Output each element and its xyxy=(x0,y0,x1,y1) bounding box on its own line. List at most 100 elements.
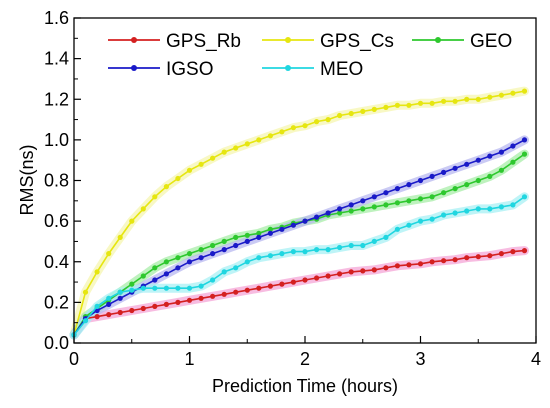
data-point-geo xyxy=(521,151,528,157)
data-point-geo xyxy=(140,273,146,279)
data-point-igso xyxy=(487,153,493,159)
x-tick-label: 3 xyxy=(415,349,425,369)
data-point-geo xyxy=(163,259,169,265)
y-tick-label: 0.8 xyxy=(44,171,69,191)
data-point-igso xyxy=(521,137,528,143)
data-point-meo xyxy=(360,242,366,249)
x-tick-label: 4 xyxy=(531,349,541,369)
y-tick-label: 0.0 xyxy=(44,333,69,353)
data-point-meo xyxy=(94,303,100,309)
data-point-gps-rb xyxy=(267,283,273,289)
data-point-gps-cs xyxy=(233,145,239,151)
data-point-meo xyxy=(140,285,146,291)
data-point-gps-cs xyxy=(198,161,204,167)
data-point-igso xyxy=(290,222,296,228)
data-point-geo xyxy=(221,238,227,244)
data-point-igso xyxy=(221,247,227,253)
data-point-gps-rb xyxy=(452,257,458,263)
data-point-meo xyxy=(406,222,412,228)
data-point-gps-rb xyxy=(371,267,377,273)
data-point-gps-cs xyxy=(371,106,377,112)
data-point-gps-rb xyxy=(337,271,343,277)
data-point-geo xyxy=(337,210,343,216)
data-point-igso xyxy=(371,194,377,200)
data-point-gps-rb xyxy=(417,261,424,267)
data-point-gps-rb xyxy=(152,303,158,309)
data-point-gps-cs xyxy=(279,129,285,135)
data-point-geo xyxy=(152,265,158,271)
data-point-geo xyxy=(406,198,412,204)
legend-label: GPS_Rb xyxy=(166,31,241,52)
data-point-gps-rb xyxy=(140,305,146,312)
data-point-gps-cs xyxy=(348,110,354,117)
data-point-igso xyxy=(279,226,285,232)
y-axis-label: RMS(ns) xyxy=(17,145,37,216)
data-point-igso xyxy=(106,301,112,307)
data-point-gps-cs xyxy=(117,234,123,240)
series-line-gps-cs xyxy=(73,90,525,336)
data-point-igso xyxy=(348,202,354,208)
data-point-meo xyxy=(441,212,447,218)
data-point-gps-cs xyxy=(337,112,343,119)
data-point-igso xyxy=(267,230,273,236)
legend-label: IGSO xyxy=(166,59,214,80)
data-point-gps-cs xyxy=(325,117,331,123)
data-point-gps-cs xyxy=(521,88,528,94)
data-point-meo xyxy=(279,251,285,257)
data-point-meo xyxy=(498,204,504,210)
data-point-igso xyxy=(498,149,504,155)
data-point-gps-rb xyxy=(256,285,262,291)
data-point-geo xyxy=(452,186,458,192)
data-point-gps-rb xyxy=(510,249,516,255)
data-point-geo xyxy=(394,200,400,206)
legend-item-igso: IGSO xyxy=(108,59,214,80)
data-point-gps-rb xyxy=(221,291,227,297)
y-tick-label: 1.2 xyxy=(44,89,69,109)
legend-item-meo: MEO xyxy=(262,59,363,80)
data-point-meo xyxy=(475,206,481,212)
data-point-gps-rb xyxy=(94,314,100,320)
series-meo xyxy=(71,194,528,338)
data-point-gps-rb xyxy=(325,273,331,279)
data-point-igso xyxy=(163,271,169,277)
data-point-gps-cs xyxy=(290,125,296,131)
data-point-gps-cs xyxy=(314,119,320,125)
data-point-geo xyxy=(267,226,273,232)
data-point-igso xyxy=(117,295,123,301)
data-point-meo xyxy=(314,247,320,253)
data-point-geo xyxy=(487,173,493,179)
data-point-meo xyxy=(210,277,216,283)
y-tick-label: 0.4 xyxy=(44,252,69,272)
data-point-geo xyxy=(175,255,181,261)
data-point-igso xyxy=(337,206,343,212)
data-point-gps-cs xyxy=(175,175,181,182)
data-point-meo xyxy=(233,265,239,271)
data-point-gps-cs xyxy=(452,98,458,104)
y-tick-label: 1.0 xyxy=(44,130,69,150)
data-point-gps-cs xyxy=(140,206,146,212)
legend-swatch-marker xyxy=(131,37,137,43)
legend-label: MEO xyxy=(320,59,363,80)
data-point-geo xyxy=(464,182,470,188)
data-point-gps-cs xyxy=(487,94,493,100)
data-point-meo xyxy=(256,255,262,261)
data-point-igso xyxy=(429,173,435,179)
legend-label: GEO xyxy=(470,31,512,52)
data-point-meo xyxy=(129,287,135,293)
legend-swatch-marker xyxy=(131,65,137,71)
x-tick-label: 1 xyxy=(184,349,194,369)
data-point-igso xyxy=(406,182,412,188)
data-point-igso xyxy=(383,190,389,196)
legend: GPS_Rb GPS_Cs GEO IGSO MEO xyxy=(108,31,512,80)
data-point-gps-rb xyxy=(441,258,447,264)
data-point-igso xyxy=(452,165,458,171)
data-point-meo xyxy=(510,202,516,208)
data-point-gps-rb xyxy=(198,295,204,301)
data-point-gps-cs xyxy=(244,141,250,147)
series-line-meo xyxy=(73,196,525,336)
series-line-gps-rb xyxy=(73,249,525,336)
data-point-igso xyxy=(394,186,400,192)
data-point-igso xyxy=(314,214,320,220)
data-point-meo xyxy=(186,285,193,291)
